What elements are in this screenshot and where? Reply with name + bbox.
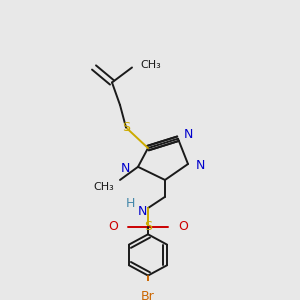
Text: CH₃: CH₃ [140,60,161,70]
Text: S: S [122,121,130,134]
Text: N: N [184,128,194,142]
Text: O: O [108,220,118,233]
Text: N: N [137,205,147,218]
Text: H: H [125,197,135,210]
Text: CH₃: CH₃ [93,182,114,193]
Text: O: O [178,220,188,233]
Text: Br: Br [141,290,155,300]
Text: S: S [144,220,152,233]
Text: N: N [121,162,130,175]
Text: N: N [196,159,206,172]
